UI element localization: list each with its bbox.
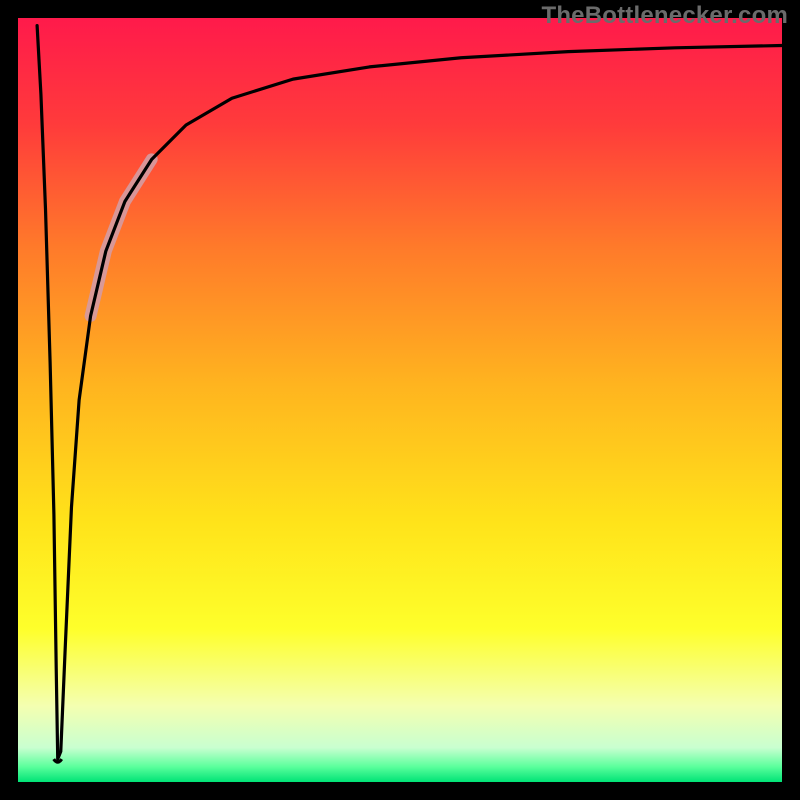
watermark-text: TheBottlenecker.com [541,2,788,30]
bottleneck-chart: TheBottlenecker.com [0,0,800,800]
chart-svg [0,0,800,800]
plot-background [18,18,782,782]
